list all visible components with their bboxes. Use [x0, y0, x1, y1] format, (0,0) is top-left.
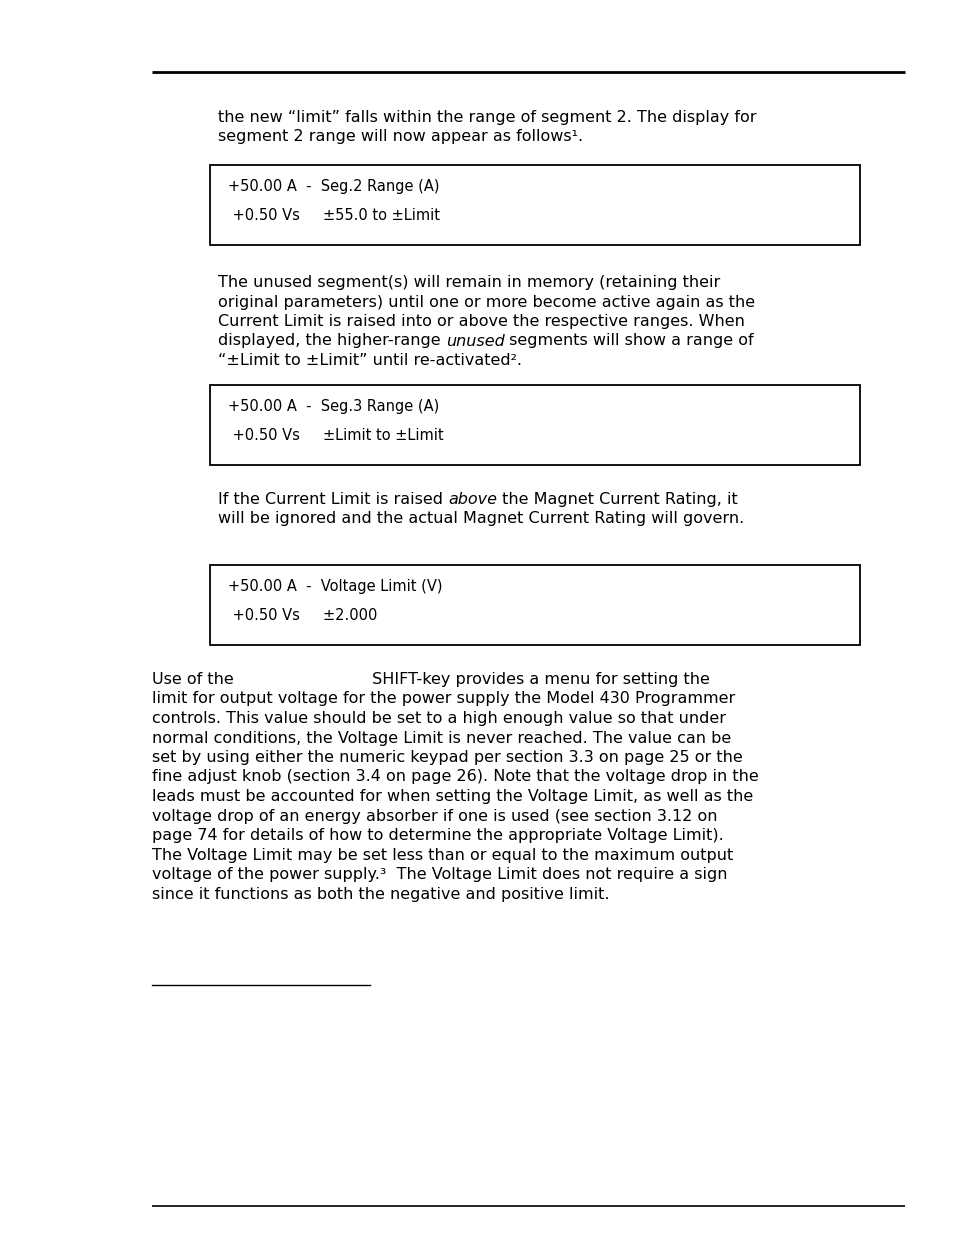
Text: segment 2 range will now appear as follows¹.: segment 2 range will now appear as follo… — [218, 130, 582, 144]
Text: +0.50 Vs     ±2.000: +0.50 Vs ±2.000 — [228, 609, 377, 624]
Text: If the Current Limit is raised: If the Current Limit is raised — [218, 492, 448, 508]
Text: the new “limit” falls within the range of segment 2. The display for: the new “limit” falls within the range o… — [218, 110, 756, 125]
Text: Current Limit is raised into or above the respective ranges. When: Current Limit is raised into or above th… — [218, 314, 744, 329]
Text: fine adjust knob (section 3.4 on page 26). Note that the voltage drop in the: fine adjust knob (section 3.4 on page 26… — [152, 769, 758, 784]
Text: since it functions as both the negative and positive limit.: since it functions as both the negative … — [152, 887, 609, 902]
Text: will be ignored and the actual Magnet Current Rating will govern.: will be ignored and the actual Magnet Cu… — [218, 511, 743, 526]
Text: above: above — [448, 492, 497, 508]
Text: original parameters) until one or more become active again as the: original parameters) until one or more b… — [218, 294, 755, 310]
Text: voltage drop of an energy absorber if one is used (see section 3.12 on: voltage drop of an energy absorber if on… — [152, 809, 717, 824]
Bar — [210, 564, 859, 645]
Bar — [210, 385, 859, 466]
Text: +0.50 Vs     ±55.0 to ±Limit: +0.50 Vs ±55.0 to ±Limit — [228, 209, 439, 224]
Text: displayed, the higher-range: displayed, the higher-range — [218, 333, 445, 348]
Text: segments will show a range of: segments will show a range of — [504, 333, 753, 348]
Text: The Voltage Limit may be set less than or equal to the maximum output: The Voltage Limit may be set less than o… — [152, 848, 733, 863]
Text: controls. This value should be set to a high enough value so that under: controls. This value should be set to a … — [152, 711, 725, 726]
Text: leads must be accounted for when setting the Voltage Limit, as well as the: leads must be accounted for when setting… — [152, 789, 753, 804]
Text: +50.00 A  -  Seg.3 Range (A): +50.00 A - Seg.3 Range (A) — [228, 399, 438, 414]
Bar — [210, 165, 859, 245]
Text: +0.50 Vs     ±Limit to ±Limit: +0.50 Vs ±Limit to ±Limit — [228, 429, 443, 443]
Text: voltage of the power supply.³  The Voltage Limit does not require a sign: voltage of the power supply.³ The Voltag… — [152, 867, 727, 883]
Text: “±Limit to ±Limit” until re-activated².: “±Limit to ±Limit” until re-activated². — [218, 353, 521, 368]
Text: +50.00 A  -  Voltage Limit (V): +50.00 A - Voltage Limit (V) — [228, 579, 442, 594]
Text: Use of the                           SHIFT-key provides a menu for setting the: Use of the SHIFT-key provides a menu for… — [152, 672, 709, 687]
Text: normal conditions, the Voltage Limit is never reached. The value can be: normal conditions, the Voltage Limit is … — [152, 730, 731, 746]
Text: the Magnet Current Rating, it: the Magnet Current Rating, it — [497, 492, 737, 508]
Text: limit for output voltage for the power supply the Model 430 Programmer: limit for output voltage for the power s… — [152, 692, 735, 706]
Text: unused: unused — [445, 333, 504, 348]
Text: +50.00 A  -  Seg.2 Range (A): +50.00 A - Seg.2 Range (A) — [228, 179, 439, 194]
Text: The unused segment(s) will remain in memory (retaining their: The unused segment(s) will remain in mem… — [218, 275, 720, 290]
Text: set by using either the numeric keypad per section 3.3 on page 25 or the: set by using either the numeric keypad p… — [152, 750, 742, 764]
Text: page 74 for details of how to determine the appropriate Voltage Limit).: page 74 for details of how to determine … — [152, 827, 723, 844]
